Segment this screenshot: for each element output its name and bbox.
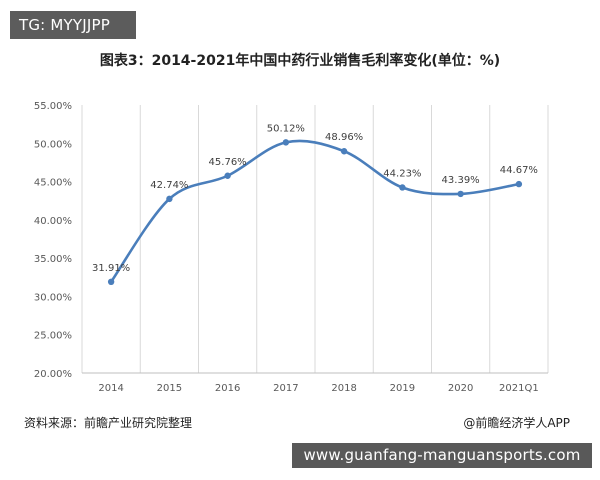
data-point: [224, 172, 231, 179]
data-label: 48.96%: [325, 132, 363, 143]
data-label: 45.76%: [209, 157, 247, 168]
line-chart: 20.00% 25.00% 30.00% 35.00% 40.00% 45.00% 50.0…: [34, 101, 549, 394]
chart-title: 图表3：2014-2021年中国中药行业销售毛利率变化(单位：%): [99, 53, 501, 69]
y-tick-label: 45.00%: [34, 178, 72, 189]
data-point: [340, 148, 348, 155]
y-tick-label: 20.00%: [34, 369, 72, 380]
data-label: 44.23%: [383, 168, 421, 179]
data-point: [107, 278, 115, 286]
y-tick-label: 35.00%: [34, 254, 72, 265]
x-tick-label: 2014: [98, 383, 123, 394]
y-tick-label: 40.00%: [34, 216, 72, 227]
data-point: [515, 180, 523, 188]
data-label: 43.39%: [442, 175, 480, 186]
data-label: 42.74%: [150, 180, 188, 191]
x-tick-label: 2015: [157, 383, 182, 394]
y-tick-label: 30.00%: [34, 292, 72, 303]
footer-banner[interactable]: www.guanfang-manguansports.com: [292, 443, 592, 468]
data-point: [457, 190, 464, 198]
x-tick-label: 2016: [215, 383, 240, 394]
data-label: 31.91%: [92, 263, 130, 274]
y-tick-label: 55.00%: [34, 101, 72, 112]
y-tick-label: 25.00%: [34, 331, 72, 342]
data-point: [399, 184, 406, 191]
x-tick-label: 2019: [390, 383, 415, 394]
overlay-tag: TG: MYYJJPP: [10, 11, 136, 39]
x-tick-label: 2020: [448, 383, 473, 394]
chart-credit: @前瞻经济学人APP: [463, 416, 570, 430]
data-point: [166, 195, 173, 203]
data-label: 44.67%: [500, 165, 538, 176]
data-point: [282, 139, 290, 146]
y-tick-label: 50.00%: [34, 139, 72, 150]
data-label: 50.12%: [267, 123, 305, 134]
x-tick-label: 2021Q1: [499, 383, 539, 394]
chart-source: 资料来源：前瞻产业研究院整理: [24, 416, 193, 430]
x-tick-label: 2018: [331, 383, 356, 394]
x-tick-label: 2017: [273, 383, 298, 394]
